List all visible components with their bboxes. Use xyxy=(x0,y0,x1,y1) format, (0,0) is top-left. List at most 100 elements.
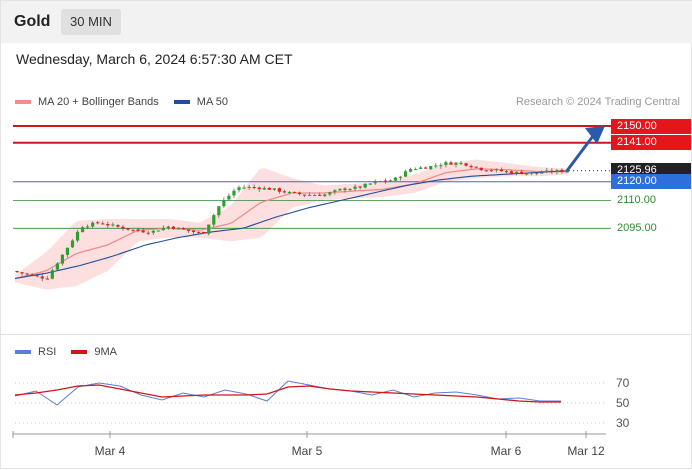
timeframe-button[interactable]: 30 MIN xyxy=(61,9,121,35)
candle-body xyxy=(45,278,49,280)
candle-body xyxy=(106,224,110,226)
candle-body xyxy=(323,194,327,197)
candle-body xyxy=(181,228,186,230)
candle-body xyxy=(242,187,246,189)
candle-body xyxy=(540,172,544,174)
candle-body xyxy=(131,229,135,231)
candles xyxy=(15,160,569,282)
candle-body xyxy=(86,226,90,228)
candle-body xyxy=(403,171,408,177)
candle-body xyxy=(398,176,403,178)
candle-body xyxy=(247,186,251,188)
candle-body xyxy=(171,226,176,229)
legend-item-ma20: MA 20 + Bollinger Bands xyxy=(15,96,159,108)
candle-body xyxy=(373,181,377,184)
legend-9ma-label: 9MA xyxy=(94,346,117,358)
candle-body xyxy=(318,194,322,196)
bollinger-band xyxy=(15,159,569,290)
candle-body xyxy=(328,192,332,195)
candle-body xyxy=(368,183,372,185)
candle-body xyxy=(308,194,312,196)
candle-body xyxy=(212,215,216,225)
candle-body xyxy=(489,170,493,172)
legend-item-9ma: 9MA xyxy=(71,346,117,358)
candle-body xyxy=(222,199,226,207)
candle-body xyxy=(484,170,488,172)
candle-body xyxy=(464,163,468,166)
candle-body xyxy=(121,226,125,229)
candle-body xyxy=(101,223,105,225)
rsi-chart: 70 50 30 Mar 4 Mar 5 Mar 6 Mar 12 xyxy=(1,334,692,458)
support-2-label: 2095.00 xyxy=(617,221,657,234)
candle-body xyxy=(197,231,201,233)
ma50-swatch xyxy=(173,100,190,104)
support-1-label: 2110.00 xyxy=(617,193,656,206)
ma9-swatch xyxy=(71,350,88,354)
legend-item-rsi: RSI xyxy=(15,346,56,358)
candle-body xyxy=(499,169,504,172)
candle-body xyxy=(444,162,448,165)
candle-body xyxy=(75,231,80,241)
candle-body xyxy=(151,230,155,233)
candle-body xyxy=(176,227,181,230)
candle-body xyxy=(91,222,95,227)
candle-body xyxy=(217,206,221,216)
candle-body xyxy=(519,171,524,175)
candle-body xyxy=(156,230,160,232)
candle-body xyxy=(55,263,59,270)
candle-body xyxy=(560,169,564,172)
legend-ma20-label: MA 20 + Bollinger Bands xyxy=(38,96,159,108)
candle-body xyxy=(65,247,70,255)
candle-body xyxy=(70,240,75,248)
candle-body xyxy=(494,169,498,171)
candle-body xyxy=(383,180,387,182)
candle-body xyxy=(550,170,554,173)
main-legend: MA 20 + Bollinger Bands MA 50 xyxy=(15,96,243,108)
candle-body xyxy=(111,224,115,226)
candle-body xyxy=(363,183,367,188)
candle-body xyxy=(509,171,514,174)
forecast-arrow-head xyxy=(585,126,605,144)
candle-body xyxy=(136,229,140,231)
candle-body xyxy=(459,162,463,164)
datetime-text: Wednesday, March 6, 2024 6:57:30 AM CET xyxy=(16,51,293,67)
candle-body xyxy=(272,188,276,190)
candle-body xyxy=(141,230,145,233)
pivot-label: 2120.00 xyxy=(611,174,691,190)
candle-body xyxy=(146,232,150,234)
candle-body xyxy=(439,165,443,167)
candle-body xyxy=(545,170,549,173)
resistance-2-label: 2150.00 xyxy=(611,118,691,134)
candle-body xyxy=(35,275,39,277)
candle-body xyxy=(479,167,483,171)
candle-body xyxy=(227,195,231,200)
candle-body xyxy=(50,270,54,279)
candle-body xyxy=(202,231,206,234)
candle-body xyxy=(419,167,423,169)
candle-body xyxy=(514,171,519,174)
candle-body xyxy=(161,227,165,231)
candle-body xyxy=(333,190,337,192)
candle-body xyxy=(555,170,559,173)
candle-body xyxy=(257,187,261,190)
candle-body xyxy=(262,187,266,190)
candle-body xyxy=(474,166,478,168)
candle-body xyxy=(237,187,241,191)
candle-body xyxy=(348,188,352,191)
x-tick-label: Mar 4 xyxy=(95,444,126,458)
legend-item-ma50: MA 50 xyxy=(173,96,228,108)
candle-body xyxy=(30,274,34,276)
rsi-tick-label: 30 xyxy=(616,416,630,430)
candle-body xyxy=(525,173,529,175)
candle-body xyxy=(277,188,281,192)
candle-body xyxy=(504,171,509,173)
candle-body xyxy=(282,191,287,193)
x-tick-label: Mar 6 xyxy=(491,444,522,458)
candle-body xyxy=(20,272,24,274)
candle-body xyxy=(353,186,357,189)
candle-body xyxy=(232,190,236,196)
rsi-swatch xyxy=(15,350,31,354)
candle-body xyxy=(186,229,191,231)
candle-body xyxy=(565,171,569,173)
